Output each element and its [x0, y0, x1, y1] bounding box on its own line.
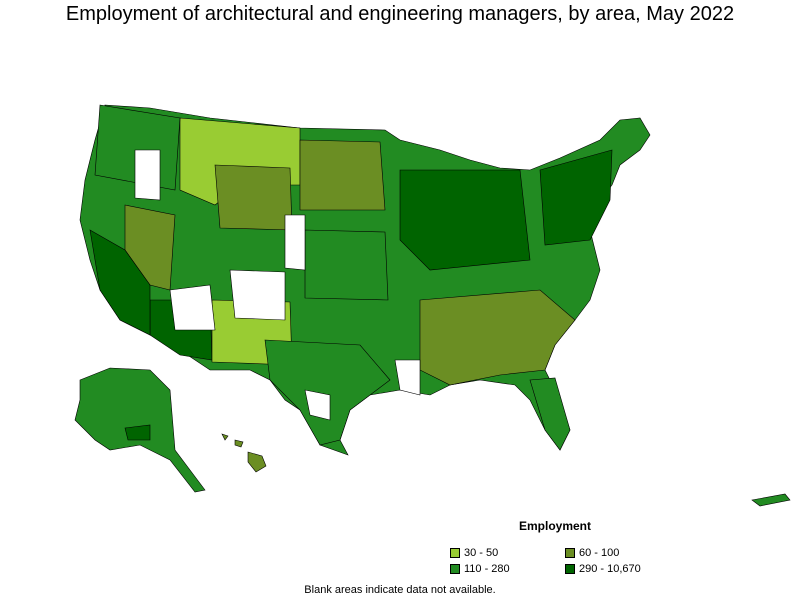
puerto-rico: [751, 493, 791, 507]
region-kansas: [304, 229, 389, 301]
hawaii: [221, 433, 267, 473]
legend-swatch: [450, 564, 460, 574]
legend-label: 30 - 50: [464, 547, 499, 559]
legend-item: 60 - 100: [565, 546, 619, 560]
no-data-area: [394, 359, 421, 396]
legend-label: 110 - 280: [464, 563, 510, 575]
alaska-anchorage: [124, 424, 151, 441]
alaska: [74, 367, 206, 493]
region-texas: [264, 339, 391, 446]
region-florida: [529, 377, 571, 451]
region-dakotas: [299, 139, 386, 211]
region-southeast: [419, 289, 576, 386]
no-data-area: [169, 284, 216, 331]
legend-label: 290 - 10,670: [579, 563, 641, 575]
legend-item: 30 - 50: [450, 546, 498, 560]
no-data-area: [284, 214, 306, 271]
no-data-area: [304, 389, 331, 421]
legend-item: 290 - 10,670: [565, 562, 641, 576]
region-california: [89, 229, 151, 336]
legend-swatch: [450, 548, 460, 558]
no-data-area: [229, 269, 286, 321]
region-nevada: [124, 204, 176, 291]
legend-swatch: [565, 564, 575, 574]
footnote: Blank areas indicate data not available.: [304, 584, 496, 596]
no-data-area: [134, 149, 161, 201]
legend-title: Employment: [518, 519, 591, 533]
hawaii-islands: [221, 433, 267, 473]
region-northeast: [539, 149, 613, 246]
puerto-rico-shape: [751, 493, 791, 507]
legend-label: 60 - 100: [579, 547, 620, 559]
legend-item: 110 - 280: [450, 562, 510, 576]
contiguous-us: [79, 104, 651, 456]
region-midwest: [399, 169, 531, 271]
legend-swatch: [565, 548, 575, 558]
region-wyoming: [214, 164, 293, 231]
map-title: Employment of architectural and engineer…: [65, 3, 735, 25]
